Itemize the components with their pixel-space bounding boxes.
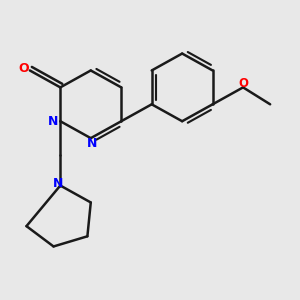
Text: N: N: [52, 177, 63, 190]
Text: O: O: [238, 77, 248, 90]
Text: N: N: [87, 137, 98, 150]
Text: N: N: [48, 115, 58, 128]
Text: O: O: [18, 62, 29, 75]
